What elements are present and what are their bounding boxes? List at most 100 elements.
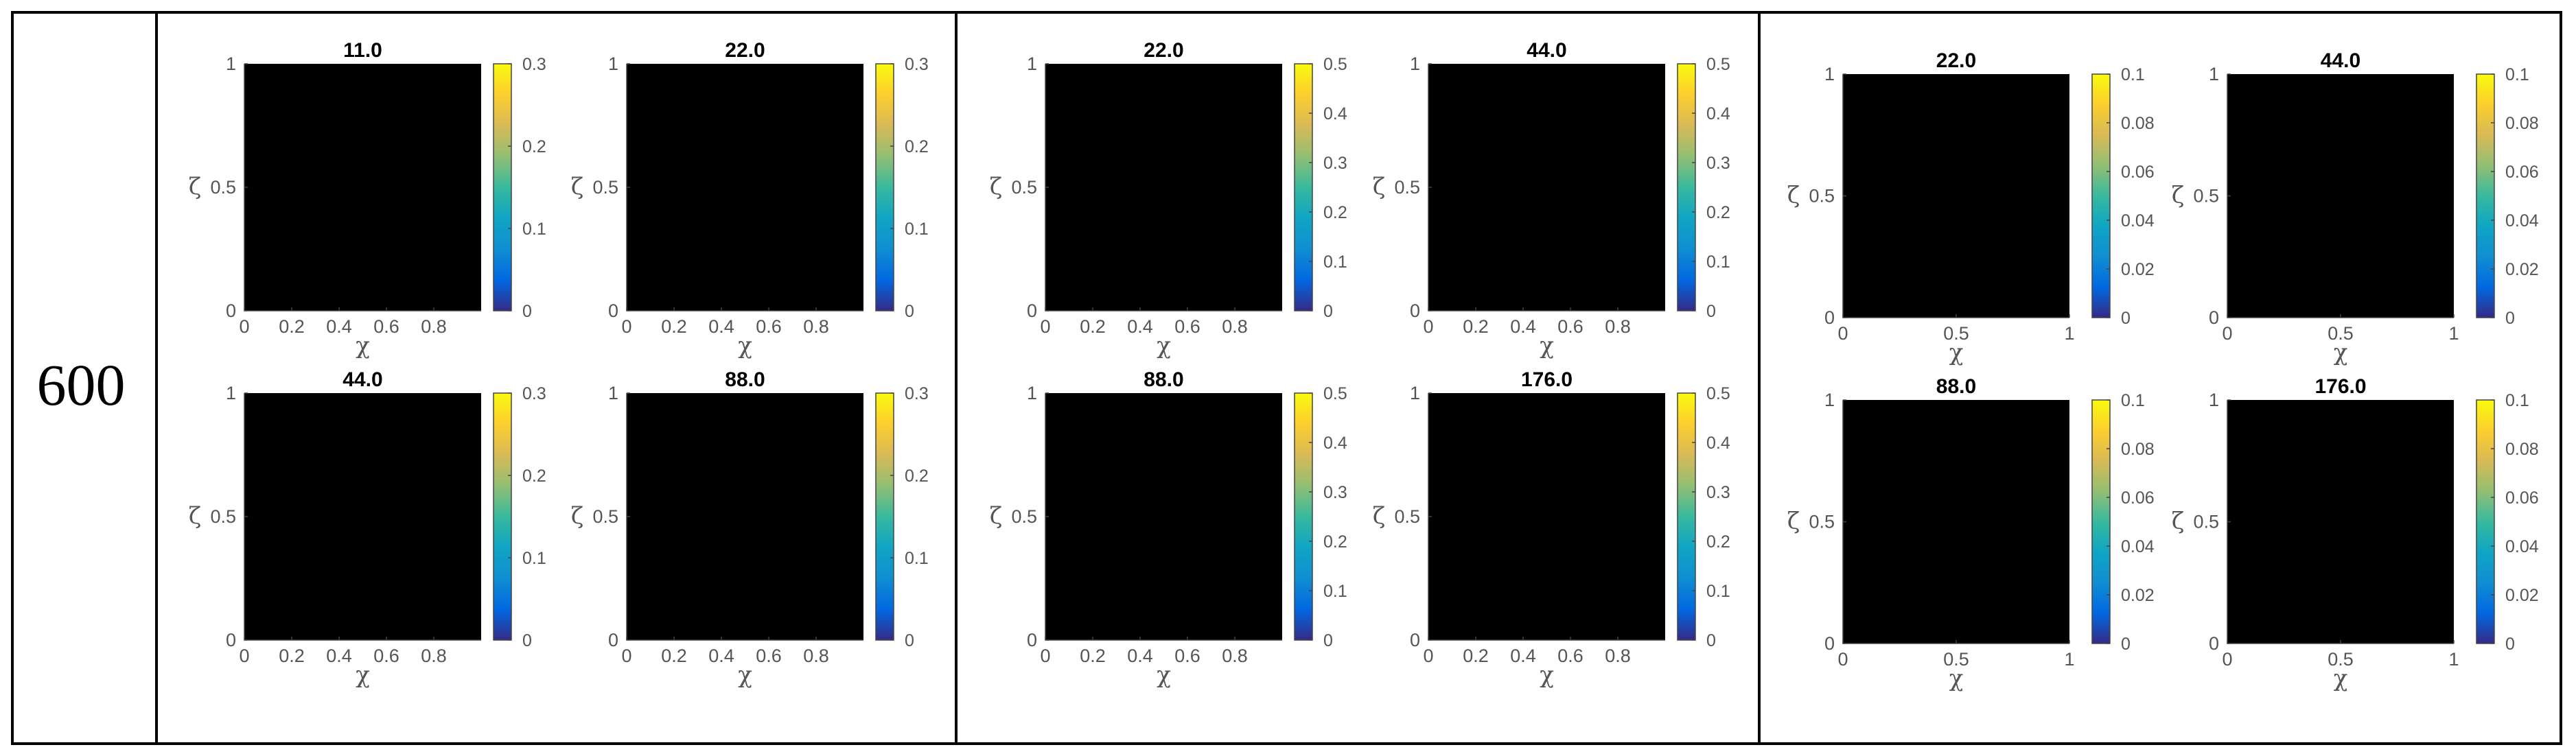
- x-tick-label: 0.2: [279, 646, 305, 666]
- y-tick-label: 0: [608, 630, 618, 650]
- colorbar-tick-label: 0.5: [1706, 384, 1730, 403]
- heatmap-blob: [332, 591, 370, 630]
- y-tick-label: 0.5: [1809, 186, 1835, 206]
- y-tick-label: 1: [608, 383, 618, 403]
- colorbar-tick-label: 0: [905, 302, 914, 321]
- heatmap-blob: [452, 271, 477, 306]
- y-tick-label: 0.5: [2193, 186, 2219, 206]
- heatmap-panel: 176.0 0 0.5 1 χ 0 0.5 1 ζ 0 0.02 0.04 0.06 0.08 0.1: [2172, 375, 2539, 692]
- heatmap-area: [2227, 400, 2454, 643]
- y-tick-label: 1: [608, 54, 618, 74]
- colorbar-tick-label: 0.06: [2121, 163, 2155, 182]
- y-axis-label: ζ: [189, 173, 201, 200]
- colorbar-tick-label: 0.02: [2121, 260, 2155, 279]
- x-tick-label: 0.4: [708, 646, 734, 666]
- heatmap-blob: [266, 625, 294, 640]
- colorbar-tick-label: 0.5: [1323, 384, 1347, 403]
- colorbar-tick-label: 0.3: [1323, 154, 1347, 173]
- heatmap-area: [2227, 74, 2454, 318]
- colorbar-tick-label: 0: [2121, 635, 2131, 654]
- colorbar-tick-label: 0.4: [1323, 434, 1347, 453]
- colorbar-tick-label: 0.5: [1323, 55, 1347, 74]
- x-tick-label: 0.4: [326, 316, 352, 337]
- colorbar-tick-label: 0.2: [522, 466, 546, 486]
- colorbar-tick-label: 0: [2505, 309, 2515, 328]
- y-axis-label: ζ: [2172, 508, 2184, 535]
- x-tick-label: 0: [1837, 323, 1848, 344]
- table-grid: [11, 11, 2562, 745]
- colorbar-tick-label: 0.02: [2121, 586, 2155, 605]
- heatmap-panel: 88.0 0 0.2 0.4 0.6 0.8 χ 0 0.5 1 ζ 0 0.1 0.2 0.3: [571, 368, 929, 689]
- x-tick-label: 0.8: [803, 646, 829, 666]
- colorbar-tick-label: 0: [1706, 631, 1716, 650]
- y-tick-label: 0.5: [592, 506, 618, 527]
- colorbar-tick-label: 0.1: [2121, 65, 2145, 84]
- x-tick-label: 0.8: [1222, 316, 1248, 337]
- heatmap-blob: [256, 286, 290, 311]
- y-tick-label: 0: [226, 630, 236, 650]
- x-tick-label: 0.2: [1080, 646, 1106, 666]
- x-tick-label: 0: [2222, 323, 2232, 344]
- heatmap-area: [627, 393, 863, 640]
- y-axis-label: ζ: [2172, 182, 2184, 209]
- y-tick-label: 0: [1410, 300, 1420, 321]
- y-tick-label: 1: [226, 54, 236, 74]
- colorbar-tick-label: 0.1: [2505, 65, 2529, 84]
- x-tick-label: 0.8: [421, 646, 447, 666]
- y-tick-label: 0: [1824, 307, 1835, 328]
- x-axis-label: χ: [738, 661, 752, 689]
- y-axis-label: ζ: [1373, 502, 1385, 530]
- y-tick-label: 1: [2209, 64, 2219, 84]
- x-tick-label: 0.8: [1605, 316, 1631, 337]
- y-tick-label: 1: [226, 383, 236, 403]
- x-tick-label: 0.8: [1222, 646, 1248, 666]
- colorbar-tick-label: 0.2: [1706, 532, 1730, 552]
- y-tick-label: 0.5: [2193, 512, 2219, 532]
- heatmap-area: [244, 64, 481, 311]
- colorbar-tick-label: 0: [2505, 635, 2515, 654]
- colorbar-tick-label: 0.4: [1706, 104, 1730, 123]
- heatmap-blob: [1204, 256, 1228, 281]
- panel-title: 22.0: [1936, 49, 1976, 72]
- colorbar-tick-label: 0.4: [1706, 434, 1730, 453]
- x-tick-label: 0.6: [1557, 316, 1583, 337]
- heatmap-blob: [1854, 412, 2058, 632]
- y-tick-label: 0: [226, 300, 236, 321]
- heatmap-panel: 22.0 0 0.2 0.4 0.6 0.8 χ 0 0.5 1 ζ 0 0.1 0.2 0.3: [571, 39, 929, 359]
- colorbar-tick-label: 0.04: [2121, 537, 2155, 556]
- heatmap-blob: [1476, 300, 1618, 311]
- heatmap-blob: [327, 209, 361, 235]
- colorbar-tick-label: 0.3: [522, 384, 546, 403]
- y-tick-label: 0: [2209, 307, 2219, 328]
- heatmap-blob: [393, 251, 417, 281]
- heatmap-blob: [1093, 625, 1140, 640]
- colorbar-tick-label: 0.1: [2121, 391, 2145, 410]
- panel-title: 22.0: [1144, 39, 1183, 62]
- heatmap-area: [1843, 74, 2069, 318]
- y-tick-label: 0.5: [1011, 506, 1037, 527]
- x-tick-label: 0.4: [708, 316, 734, 337]
- colorbar-tick-label: 0.3: [1706, 154, 1730, 173]
- colorbar-tick-label: 0.1: [522, 220, 546, 239]
- colorbar-tick-label: 0.02: [2505, 586, 2539, 605]
- panel-title: 44.0: [343, 368, 382, 391]
- y-tick-label: 0: [608, 300, 618, 321]
- x-tick-label: 0.8: [421, 316, 447, 337]
- x-axis-label: χ: [738, 332, 752, 359]
- colorbar: [1294, 392, 1313, 641]
- colorbar: [875, 392, 894, 641]
- y-axis-label: ζ: [571, 502, 583, 530]
- colorbar-tick-label: 0.1: [1706, 252, 1730, 272]
- y-tick-label: 0.5: [1394, 177, 1420, 198]
- y-tick-label: 0.5: [210, 506, 236, 527]
- colorbar-tick-label: 0.2: [905, 137, 929, 156]
- y-tick-label: 0.5: [1809, 512, 1835, 532]
- x-tick-label: 0.5: [1943, 649, 1969, 670]
- colorbar-tick-label: 0: [1323, 631, 1333, 650]
- x-tick-label: 0: [621, 646, 631, 666]
- heatmap-area: [1428, 64, 1665, 311]
- y-axis-label: ζ: [990, 502, 1002, 530]
- colorbar-tick-label: 0: [1323, 302, 1333, 321]
- x-tick-label: 0.5: [2328, 323, 2354, 344]
